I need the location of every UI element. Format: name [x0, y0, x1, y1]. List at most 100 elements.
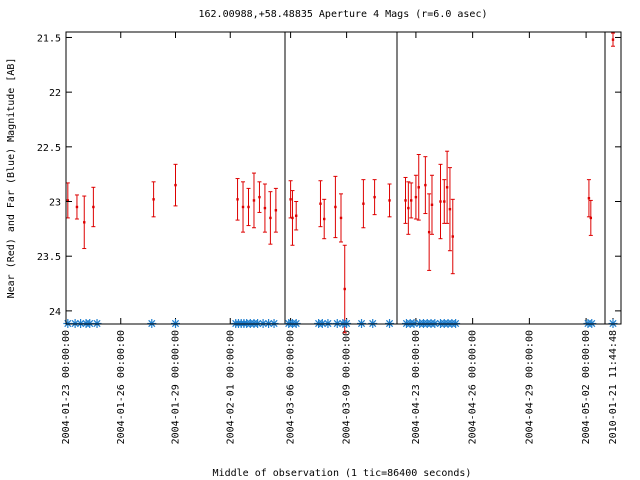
y-tick-label: 24 — [49, 307, 61, 318]
red-point — [387, 183, 392, 218]
x-tick-label: 2004-04-26 00:00:00 — [468, 330, 479, 444]
red-point — [429, 174, 434, 235]
red-point — [339, 193, 343, 243]
x-tick-label: 2004-01-29 00:00:00 — [171, 330, 182, 444]
x-tick-label: 2004-04-29 00:00:00 — [524, 330, 535, 444]
red-marker — [247, 205, 250, 209]
red-point — [74, 194, 79, 220]
red-point — [588, 199, 593, 236]
red-point — [372, 179, 377, 216]
red-marker — [66, 199, 70, 202]
red-marker — [319, 202, 322, 205]
red-point — [173, 163, 178, 207]
red-marker — [589, 216, 593, 220]
red-point — [91, 186, 96, 228]
red-marker — [75, 205, 79, 209]
red-marker — [291, 216, 294, 220]
red-point — [445, 150, 450, 224]
red-marker — [445, 186, 449, 189]
plot-frame — [65, 31, 622, 325]
red-marker — [339, 216, 343, 220]
red-point — [262, 183, 267, 233]
red-point — [246, 187, 251, 227]
red-marker — [152, 198, 155, 201]
red-point — [438, 163, 443, 240]
red-point — [268, 191, 273, 245]
red-point — [450, 198, 455, 275]
red-marker — [263, 206, 267, 210]
red-marker — [323, 217, 326, 221]
red-marker — [587, 197, 591, 200]
plot-panels: 2004-01-23 00:00:00 2004-01-26 00:00:00 20… — [61, 32, 619, 444]
red-point — [442, 179, 447, 224]
panel-4: 2010-01-21 11:44:48 — [604, 32, 619, 444]
red-marker — [236, 198, 239, 201]
red-point — [82, 195, 87, 250]
x-tick-label: 2004-03-09 00:00:00 — [342, 330, 353, 444]
red-marker — [448, 207, 452, 211]
y-axis-label: Near (Red) and Far (Blue) Magnitude [AB] — [6, 58, 17, 299]
red-point — [361, 179, 366, 229]
red-point — [403, 176, 408, 224]
x-tick-label: 2004-05-02 00:00:00 — [581, 330, 592, 444]
red-marker — [252, 199, 256, 202]
red-point — [611, 32, 615, 47]
red-point — [333, 175, 338, 239]
panel-1: 2004-01-23 00:00:00 2004-01-26 00:00:00 20… — [61, 32, 279, 444]
red-marker — [274, 209, 278, 212]
red-marker — [373, 195, 376, 199]
x-tick-label: 2004-03-06 00:00:00 — [286, 330, 297, 444]
red-point — [423, 156, 428, 215]
red-point — [427, 193, 432, 271]
chart-title: 162.00988,+58.48835 Aperture 4 Mags (r=6… — [199, 9, 488, 20]
red-marker — [417, 186, 420, 189]
red-point — [151, 181, 156, 218]
panel-3: 2004-04-23 00:00:00 2004-04-26 00:00:00 20… — [396, 32, 597, 444]
y-tick-label: 22.5 — [37, 143, 61, 154]
red-marker — [334, 205, 337, 209]
x-tick-label: 2004-04-23 00:00:00 — [411, 330, 422, 444]
red-point — [413, 174, 418, 220]
red-point — [251, 172, 256, 229]
x-axis-label: Middle of observation (1 tic=86400 secon… — [213, 468, 472, 479]
red-point — [322, 198, 327, 240]
red-point — [241, 181, 246, 233]
x-tick-label: 2004-01-26 00:00:00 — [116, 330, 127, 444]
red-marker — [443, 200, 446, 203]
y-tick-label: 23 — [49, 198, 61, 209]
red-marker — [404, 199, 407, 202]
red-marker — [407, 206, 410, 210]
red-point — [406, 181, 411, 235]
red-marker — [409, 199, 413, 202]
red-marker — [295, 214, 298, 217]
red-marker — [439, 200, 442, 203]
red-point — [290, 190, 295, 246]
red-marker — [343, 287, 346, 291]
y-tick-label: 22 — [49, 88, 61, 99]
y-tick-label: 23.5 — [37, 252, 61, 263]
red-marker — [289, 198, 292, 201]
red-point — [257, 181, 262, 213]
red-marker — [611, 38, 615, 41]
red-marker — [174, 183, 177, 187]
red-marker — [451, 235, 454, 238]
y-axis: 21.5 22 22.5 23 23.5 24 — [37, 33, 621, 318]
red-marker — [258, 195, 261, 199]
red-marker — [269, 216, 272, 220]
red-marker — [388, 199, 391, 202]
red-marker — [427, 230, 431, 234]
red-marker — [92, 205, 95, 209]
red-point — [342, 244, 347, 334]
y-tick-label: 21.5 — [37, 33, 61, 44]
red-point — [416, 153, 421, 221]
red-marker — [414, 195, 418, 199]
red-point — [294, 201, 299, 231]
red-point — [447, 167, 452, 252]
panel-2: 2004-03-06 00:00:00 2004-03-09 00:00:00 — [284, 32, 395, 444]
red-marker — [241, 205, 245, 209]
red-marker — [83, 221, 86, 224]
red-point — [273, 187, 278, 233]
x-tick-label: 2004-02-01 00:00:00 — [225, 330, 236, 444]
x-tick-label: 2004-01-23 00:00:00 — [61, 330, 72, 444]
